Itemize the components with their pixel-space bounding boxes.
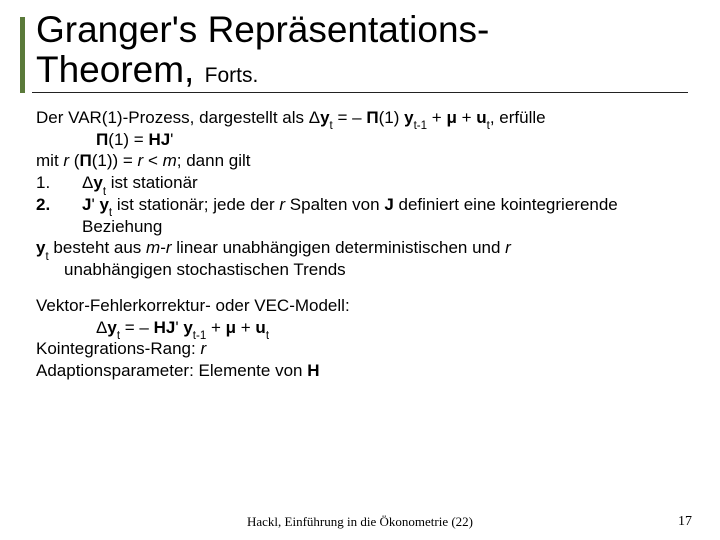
footer-center: Hackl, Einführung in die Ökonometrie (22… [0,514,720,530]
t: t [487,120,490,132]
t: y [320,108,329,127]
t: μ [226,318,236,337]
t: unabhängigen stochastischen Trends [64,260,346,279]
num-2: 2. [36,194,82,216]
t: HJ [148,130,170,149]
footer-page-number: 17 [678,514,692,530]
t: + [427,108,446,127]
t: mit [36,151,63,170]
t: J [384,195,393,214]
t: Δ [96,318,107,337]
line-adaption: Adaptionsparameter: Elemente von H [36,360,688,382]
t: besteht aus [49,238,146,257]
t: r [200,339,206,358]
line-pi-hj: Π(1) = HJ' [36,129,688,151]
t: t-1 [193,330,206,342]
t: Π [96,130,108,149]
t: HJ [154,318,176,337]
line-rank: mit r (Π(1)) = r < m; dann gilt [36,150,688,172]
t: y [404,108,413,127]
line-koint-rang: Kointegrations-Rang: r [36,338,688,360]
t: Der VAR(1)-Prozess, dargestellt als Δ [36,108,320,127]
item-1-text: Δyt ist stationär [82,172,688,194]
t: Kointegrations-Rang: [36,339,200,358]
t: + [206,318,225,337]
title-line1: Granger's Repräsentations- [36,9,489,50]
line-vec-eq: Δyt = – HJ' yt-1 + μ + ut [36,317,688,339]
t: < [143,151,162,170]
t: + [457,108,476,127]
line-vec-title: Vektor-Fehlerkorrektur- oder VEC-Modell: [36,295,688,317]
t: u [476,108,486,127]
t: linear unabhängigen deterministischen un… [172,238,506,257]
t: ist stationär [106,173,198,192]
t: r [505,238,511,257]
title-line2-main: Theorem, [36,49,194,90]
t: , erfülle [490,108,546,127]
t: y [183,318,192,337]
t: t [109,207,112,219]
item-2-text: J' yt ist stationär; jede der r Spalten … [82,194,688,238]
t: (1) [379,108,405,127]
item-1: 1. Δyt ist stationär [36,172,688,194]
t: ; dann gilt [177,151,251,170]
body: Der VAR(1)-Prozess, dargestellt als Δ yt … [36,107,688,382]
t: t [45,251,48,263]
t: (1)) = [92,151,138,170]
t: Adaptionsparameter: Elemente von [36,361,307,380]
t: y [93,173,102,192]
title-line2-sub: Forts. [205,64,259,87]
t: H [307,361,319,380]
t: t [330,120,333,132]
item-2: 2. J' yt ist stationär; jede der r Spalt… [36,194,688,238]
t: Δ [82,173,93,192]
t: m [163,151,177,170]
line-var1: Der VAR(1)-Prozess, dargestellt als Δyt … [36,107,688,129]
t: u [255,318,265,337]
t: t [103,186,106,198]
t: t [266,330,269,342]
t: Spalten von [285,195,384,214]
line-trends-cont: unabhängigen stochastischen Trends [36,259,688,281]
accent-bar [20,17,25,93]
t: ( [69,151,79,170]
t: ' [170,130,173,149]
t: t [117,330,120,342]
t: Π [79,151,91,170]
t: t-1 [414,120,427,132]
title-block: Granger's Repräsentations- Theorem, Fort… [32,10,688,93]
slide: Granger's Repräsentations- Theorem, Fort… [0,0,720,540]
t: μ [446,108,456,127]
t: = – [333,108,367,127]
t: m [146,238,160,257]
title: Granger's Repräsentations- Theorem, Fort… [36,10,688,90]
t: + [236,318,255,337]
num-1: 1. [36,172,82,194]
t: (1) = [108,130,148,149]
t: y [107,318,116,337]
t: Π [366,108,378,127]
t: = – [120,318,154,337]
line-trends: yt besteht aus m-r linear unabhängigen d… [36,237,688,281]
t: ist stationär; jede der [112,195,279,214]
